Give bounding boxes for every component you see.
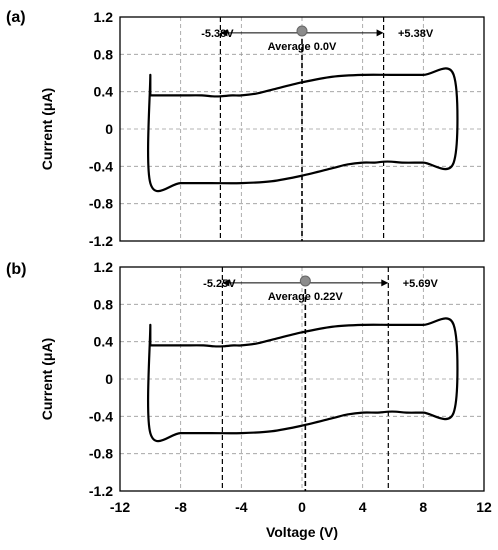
panel-b-left-peak-label: -5.25V: [203, 278, 236, 290]
panel-b-plot-frame: [119, 266, 485, 492]
panel-a-y-tick-label: -0.8: [89, 196, 113, 212]
panel-b-average-label: Average 0.22V: [268, 291, 343, 303]
panel-a-y-tick-label: 0: [105, 121, 113, 137]
panel-b-arrowhead-left: [222, 279, 230, 287]
panel-b-x-tick-label: -12: [110, 499, 130, 515]
panel-b-y-tick-label: -1.2: [89, 483, 113, 499]
panel-b-y-tick-label: 0.4: [94, 334, 114, 350]
panel-a-average-label: Average 0.0V: [268, 41, 337, 53]
panel-a-left-peak-label: -5.38V: [201, 28, 234, 40]
panel-b-x-tick-label: 8: [419, 499, 427, 515]
panel-a-label: (a): [6, 9, 26, 26]
panel-a-y-tick-label: -0.4: [89, 158, 113, 174]
panel-a-arrowhead-right: [376, 29, 384, 37]
panel-a-y-tick-label: 0.4: [94, 84, 114, 100]
panel-b-y-tick-label: -0.4: [89, 408, 113, 424]
panel-b-x-tick-label: 4: [359, 499, 367, 515]
panel-b-average-marker: [299, 275, 311, 287]
panel-b-y-tick-label: 0: [105, 371, 113, 387]
panel-b-right-peak-label: +5.69V: [403, 278, 439, 290]
panel-b-x-axis-title: Voltage (V): [266, 524, 338, 540]
panel-a-y-tick-label: 1.2: [94, 9, 114, 25]
panel-b-y-tick-label: -0.8: [89, 446, 113, 462]
panel-a-y-axis-title: Current (μA): [39, 88, 55, 170]
panel-a-y-tick-label: -1.2: [89, 233, 113, 249]
panel-b-y-tick-label: 1.2: [94, 259, 114, 275]
panel-b-x-tick-label: 12: [476, 499, 492, 515]
panel-a-average-marker: [296, 25, 308, 37]
panel-b-series-line: [146, 317, 459, 443]
panel-a-series-line: [146, 67, 459, 193]
panel-b-label: (b): [6, 261, 26, 278]
panel-a-right-peak-label: +5.38V: [398, 28, 434, 40]
panel-a-arrowhead-left: [220, 29, 228, 37]
panel-b-x-tick-label: -4: [235, 499, 248, 515]
panel-a-y-tick-label: 0.8: [94, 46, 114, 62]
panel-b-y-axis-title: Current (μA): [39, 338, 55, 420]
panel-b-arrowhead-right: [381, 279, 389, 287]
panel-b-y-tick-label: 0.8: [94, 296, 114, 312]
panel-b-x-tick-label: 0: [298, 499, 306, 515]
panel-b-x-tick-label: -8: [174, 499, 187, 515]
